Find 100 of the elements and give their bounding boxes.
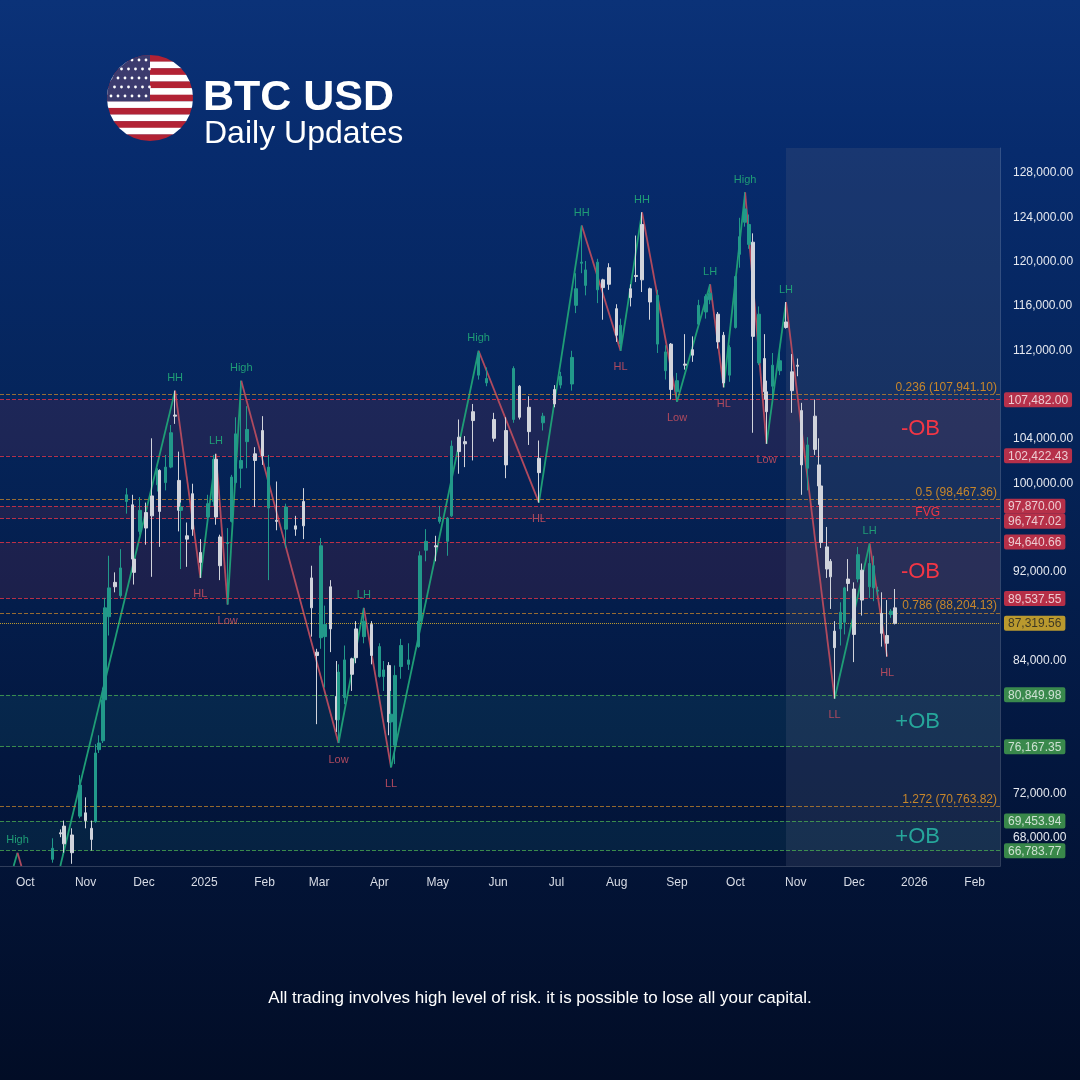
band-label: -OB [900,557,940,583]
candlestick [669,342,673,401]
candlestick [778,349,782,376]
candlestick [370,620,373,665]
x-tick-label: Sep [666,875,689,889]
annotation: High [229,361,253,374]
candlestick [796,358,799,377]
band-label: FVG [915,505,940,520]
candlestick [206,494,210,526]
candlestick [90,820,93,851]
x-tick-label: 2026 [901,875,929,889]
band-label: +OB [895,823,940,849]
candlestick [62,820,66,854]
annotation: HL [613,360,628,373]
candlestick [716,311,720,350]
candlestick [302,487,305,540]
candlestick [492,412,496,443]
y-tick-label: 92,000.00 [1013,564,1067,579]
x-tick-label: Dec [843,875,865,889]
candlestick [185,522,189,568]
candlestick [648,287,652,321]
ref-line-label: 107,482.00 [1008,392,1069,407]
y-tick-label: 72,000.00 [1013,785,1067,800]
ref-line-label: 94,640.66 [1008,535,1062,550]
x-tick-label: Nov [74,875,97,889]
candlestick [477,350,480,381]
candlestick [199,538,202,579]
annotation: LL [828,708,841,721]
candlestick [245,405,249,469]
candlestick [574,272,578,314]
candlestick [728,344,731,383]
candlestick [615,303,618,343]
x-tick-label: 2025 [190,875,218,889]
candlestick [683,333,687,371]
candlestick [78,774,82,819]
x-tick-label: Oct [726,875,746,889]
candlestick [570,350,574,392]
annotation: Low [666,411,688,424]
candlestick [434,535,438,562]
candlestick [169,424,173,469]
candlestick [846,558,850,592]
candlestick [267,454,270,581]
candlestick [656,289,659,354]
candlestick [757,305,761,366]
candlestick [446,516,449,557]
candlestick [885,599,889,658]
candlestick [315,648,319,725]
ref-line-label: 76,167.35 [1008,739,1062,754]
candlestick [173,390,177,425]
annotation: Low [217,614,238,627]
candlestick [584,260,587,296]
candlestick [485,366,488,387]
annotation: LH [862,524,877,537]
candlestick [790,353,794,414]
candlestick [806,436,809,491]
candlestick [634,235,638,283]
candlestick [253,446,257,508]
candlestick [261,415,264,466]
candlestick [463,435,467,468]
ref-line-label: 87,319.56 [1008,616,1062,631]
candlestick [833,620,836,700]
candlestick [553,384,556,408]
candlestick [84,796,87,829]
x-tick-label: Dec [133,875,155,889]
candlestick [596,258,599,304]
y-tick-label: 68,000.00 [1013,830,1067,845]
candlestick [191,483,194,537]
annotation: LL [384,776,398,789]
candlestick [889,608,893,619]
x-tick-label: Jun [488,875,508,889]
x-tick-label: Feb [254,875,276,889]
candlestick [559,371,562,389]
y-tick-label: 84,000.00 [1013,652,1067,667]
candlestick [619,318,622,352]
annotation: 0.5 (98,467.36) [915,484,997,499]
candlestick [310,565,313,638]
annotation: HL [880,666,895,679]
candlestick [393,664,397,765]
candlestick [407,642,410,671]
y-tick-label: 120,000.00 [1013,254,1074,269]
candlestick [852,581,856,663]
candlestick [218,534,222,581]
candlestick [125,487,128,515]
annotation: 0.786 (88,204.13) [902,598,997,613]
x-tick-label: May [426,875,450,889]
annotation: LH [208,434,224,447]
annotation: LH [703,264,718,277]
candlestick [784,301,788,330]
annotation: HH [167,371,184,384]
candlestick [51,837,54,864]
candlestick [860,563,864,617]
candlestick [664,344,667,381]
annotation: 1.272 (70,763.82) [902,791,997,806]
annotation: HH [573,206,590,219]
annotation: HL [716,396,731,409]
x-tick-label: Jul [548,875,565,889]
x-tick-label: Nov [785,875,807,889]
candlestick [856,546,860,583]
candlestick [275,481,278,531]
annotation: Low [328,752,349,765]
